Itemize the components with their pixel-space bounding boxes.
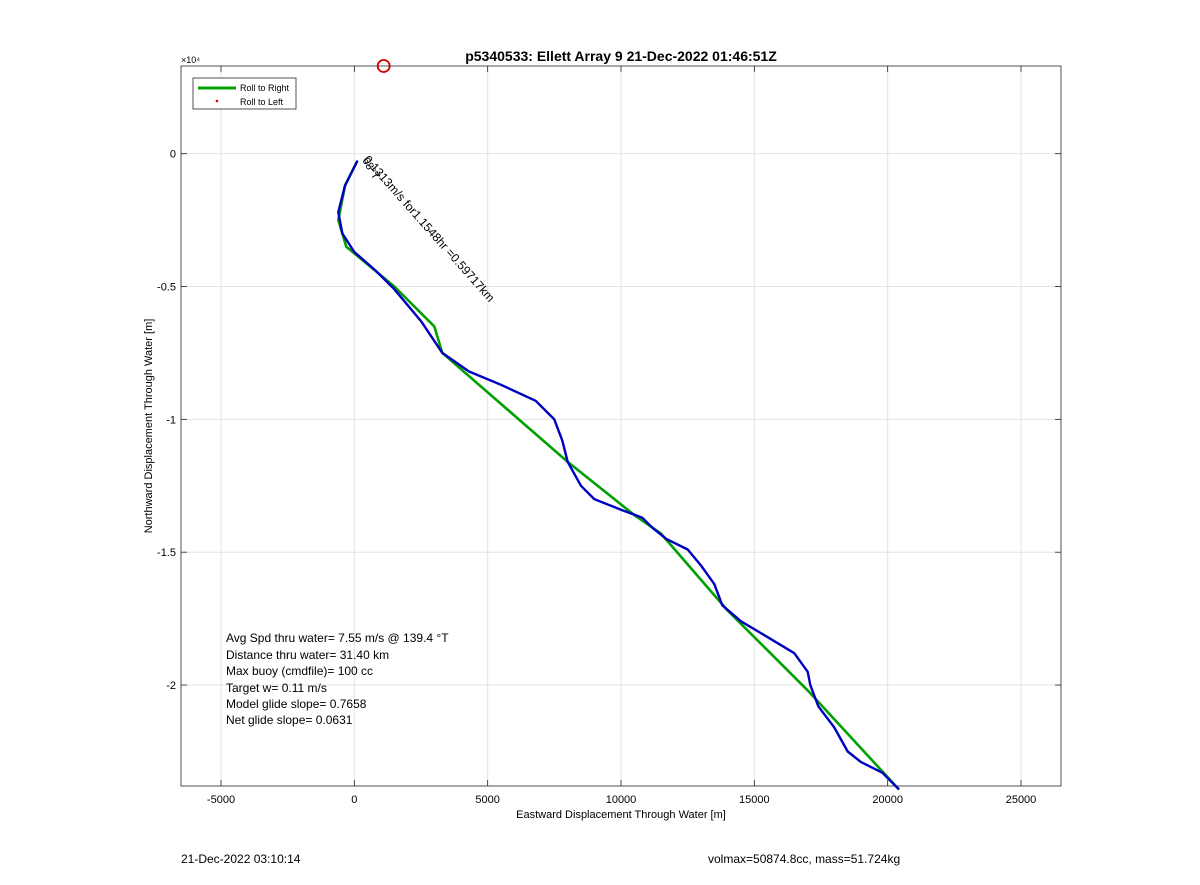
legend-box: [192, 77, 297, 110]
rotated-annotation: 0.1313m/s for1.1548hr =0.59717km: [361, 153, 498, 305]
x-tick-label: 5000: [475, 794, 499, 806]
y-tick-label: -1.5: [157, 547, 176, 559]
footer-vol-mass: volmax=50874.8cc, mass=51.724kg: [708, 852, 901, 866]
y-exponent-label: ×10⁴: [181, 55, 200, 65]
legend-dot-roll-left: [215, 99, 219, 103]
y-tick-label: -0.5: [157, 282, 176, 294]
stats-block: Avg Spd thru water= 7.55 m/s @ 139.4 °T …: [226, 631, 449, 727]
marker-circle-0: [376, 59, 391, 73]
x-tick-label: 15000: [739, 794, 770, 806]
axis-ticks: -5000 0 5000 10000 15000 20000 25000 0 -0.5 -1 -1.…: [157, 66, 1061, 806]
stat-max-buoy: Max buoy (cmdfile)= 100 cc: [226, 664, 373, 678]
stat-model-glide: Model glide slope= 0.7658: [226, 697, 367, 711]
legend-label-roll-right: Roll to Right: [240, 83, 290, 93]
x-tick-label: 20000: [872, 794, 903, 806]
stat-net-glide: Net glide slope= 0.0631: [226, 713, 353, 727]
x-axis-label: Eastward Displacement Through Water [m]: [516, 809, 726, 821]
x-tick-label: 0: [351, 794, 357, 806]
series-line-1: [337, 160, 900, 790]
y-tick-label: 0: [170, 149, 176, 161]
legend-label-roll-left: Roll to Left: [240, 97, 284, 107]
x-tick-label: -5000: [207, 794, 235, 806]
x-tick-label: 25000: [1006, 794, 1037, 806]
grid-lines: [181, 66, 1061, 786]
marker-layer: [376, 59, 391, 73]
legend: Roll to Right Roll to Left: [192, 77, 297, 110]
stat-distance: Distance thru water= 31.40 km: [226, 648, 389, 662]
footer-timestamp: 21-Dec-2022 03:10:14: [181, 852, 301, 866]
y-tick-label: -1: [166, 414, 176, 426]
y-axis-label: Northward Displacement Through Water [m]: [143, 319, 155, 534]
y-tick-label: -2: [166, 680, 176, 692]
chart-title: p5340533: Ellett Array 9 21-Dec-2022 01:…: [465, 48, 777, 64]
stat-target-w: Target w= 0.11 m/s: [226, 681, 327, 695]
series-layer: [336, 160, 900, 791]
stat-avg-speed: Avg Spd thru water= 7.55 m/s @ 139.4 °T: [226, 631, 449, 645]
x-tick-label: 10000: [606, 794, 637, 806]
